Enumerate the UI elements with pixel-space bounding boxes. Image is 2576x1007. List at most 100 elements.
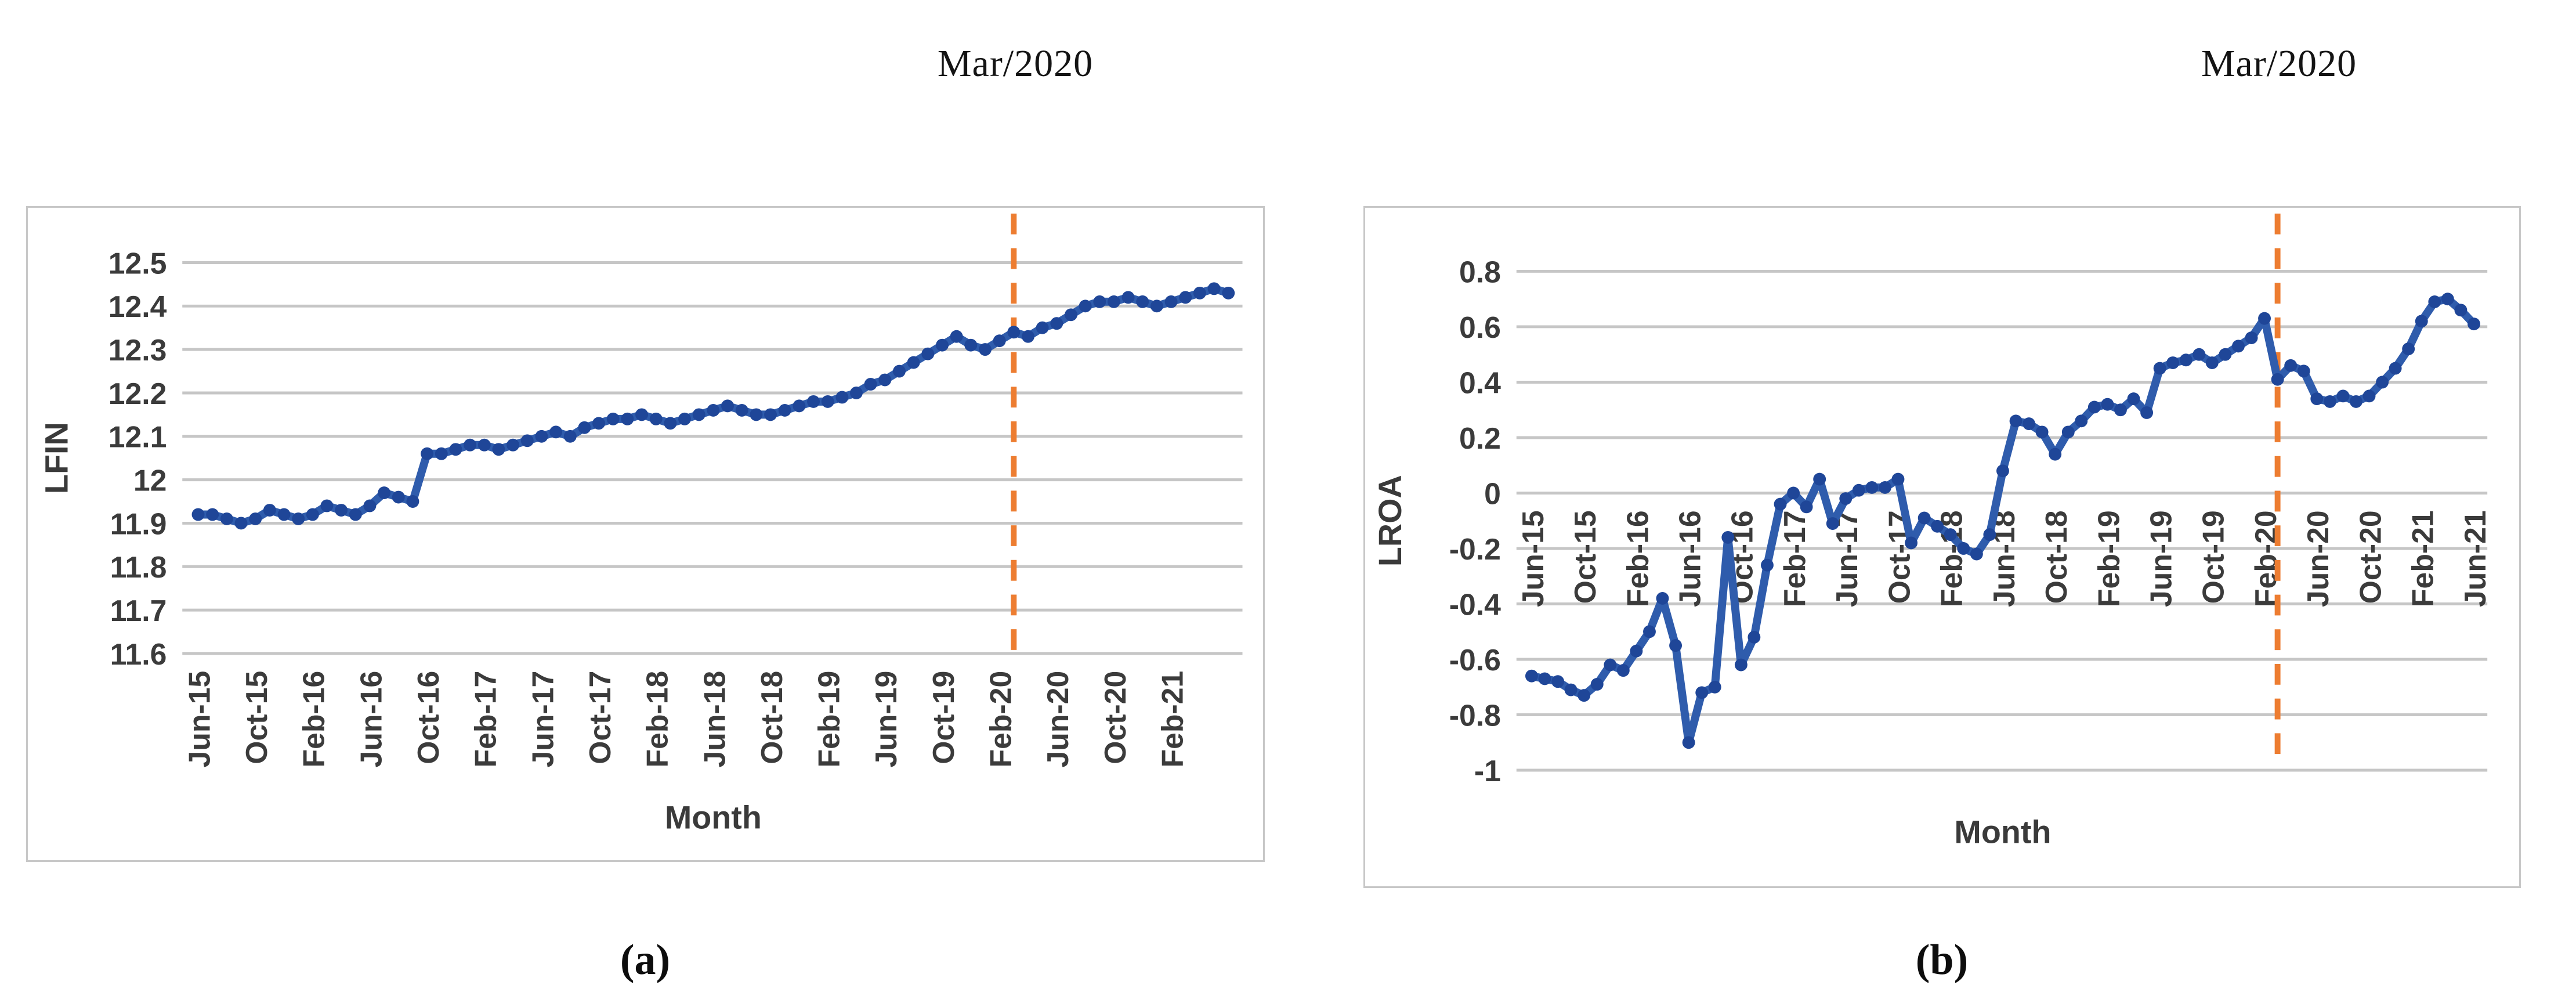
x-tick-label: Jun-16 xyxy=(1673,510,1707,607)
data-point xyxy=(735,403,748,417)
data-point xyxy=(1695,686,1709,699)
data-point xyxy=(1590,678,1604,691)
x-tick-label: Jun-18 xyxy=(697,671,731,768)
y-tick-label: 12.1 xyxy=(108,420,167,454)
x-tick-label: Feb-17 xyxy=(1778,510,1811,607)
x-tick-label: Oct-18 xyxy=(755,671,788,764)
data-point xyxy=(1852,483,1865,497)
x-tick-label: Jun-19 xyxy=(2144,510,2178,607)
data-point xyxy=(477,438,491,452)
x-tick-label: Oct-20 xyxy=(2353,510,2387,604)
x-tick-label: Oct-18 xyxy=(2039,510,2073,604)
x-tick-label: Feb-19 xyxy=(2092,510,2125,607)
x-tick-label: Oct-20 xyxy=(1098,671,1132,764)
chart-b-lroa: 0.8 0.6 0.4 0.2 0 -0.2 -0.4 -0.6 -0.8 -1 Jun-15 Oct… xyxy=(1365,208,2519,886)
data-point xyxy=(2179,353,2193,367)
data-point xyxy=(2205,356,2219,369)
data-point xyxy=(2389,362,2402,375)
x-tick-label: Feb-16 xyxy=(297,671,331,768)
data-point xyxy=(1207,282,1221,295)
data-point xyxy=(893,364,906,378)
data-point xyxy=(578,421,591,434)
caption-a: (a) xyxy=(620,936,671,984)
data-point xyxy=(2114,403,2127,417)
x-tick-label: Feb-19 xyxy=(812,671,846,768)
data-point xyxy=(1179,291,1192,304)
data-point xyxy=(835,391,849,404)
x-tick-label: Jun-16 xyxy=(354,671,388,768)
x-tick-label: Oct-19 xyxy=(927,671,960,764)
y-tick-label: 11.8 xyxy=(110,550,167,584)
data-point xyxy=(292,512,305,525)
data-point xyxy=(950,330,963,343)
data-point xyxy=(2061,425,2075,439)
x-tick-label: Jun-15 xyxy=(1516,510,1550,607)
data-point xyxy=(1970,547,1983,561)
data-point xyxy=(234,517,248,530)
data-point xyxy=(2468,317,2480,331)
x-tick-label: Oct-15 xyxy=(240,671,273,764)
data-point xyxy=(1136,295,1149,308)
data-point xyxy=(1748,630,1761,644)
data-point xyxy=(1525,669,1538,683)
data-point xyxy=(2297,364,2310,378)
y-tick-label: 0.4 xyxy=(1459,366,1501,399)
data-point xyxy=(2023,417,2035,431)
data-point xyxy=(349,508,362,521)
data-point xyxy=(1093,295,1106,308)
data-point xyxy=(378,486,391,500)
data-point xyxy=(1774,497,1787,511)
data-point xyxy=(1813,472,1826,486)
data-point xyxy=(1721,530,1735,544)
y-tick-label: -1 xyxy=(1474,754,1501,788)
x-tick-label: Feb-21 xyxy=(2406,510,2440,607)
x-tick-label: Jun-21 xyxy=(2458,510,2492,607)
data-point xyxy=(1578,689,1591,702)
data-point xyxy=(850,387,863,399)
data-point xyxy=(1826,517,1839,530)
data-point xyxy=(764,408,777,421)
data-point xyxy=(878,373,892,387)
y-axis-title: LROA xyxy=(1372,475,1408,566)
x-tick-label: Oct-17 xyxy=(583,671,617,764)
data-point xyxy=(1839,492,1853,505)
data-point xyxy=(2310,392,2324,406)
y-tick-label: 0.8 xyxy=(1459,255,1501,288)
data-point xyxy=(2049,447,2062,461)
data-point xyxy=(907,356,920,369)
data-point xyxy=(2035,425,2049,439)
data-point xyxy=(2376,376,2389,389)
data-point xyxy=(964,338,978,352)
x-tick-label: Feb-20 xyxy=(2249,510,2282,607)
data-point xyxy=(2258,312,2271,325)
data-point xyxy=(1983,528,1996,542)
data-point xyxy=(778,403,791,417)
data-point xyxy=(635,408,648,421)
data-point xyxy=(535,429,548,443)
data-point xyxy=(449,443,462,456)
x-tick-label: Jun-19 xyxy=(869,671,903,768)
data-point xyxy=(2232,340,2245,353)
data-point xyxy=(1193,286,1206,299)
data-point xyxy=(1957,542,1970,555)
data-point xyxy=(2428,295,2441,308)
data-point xyxy=(320,499,334,512)
data-point xyxy=(1551,675,1565,688)
data-point xyxy=(2101,398,2114,411)
y-tick-label: 11.9 xyxy=(110,507,167,540)
data-point xyxy=(936,338,949,352)
y-tick-label: 11.7 xyxy=(110,594,167,627)
data-point xyxy=(1669,639,1683,652)
data-point xyxy=(793,399,806,413)
data-point xyxy=(1787,486,1800,500)
data-point xyxy=(750,408,763,421)
x-tick-label: Jun-15 xyxy=(182,671,216,768)
y-tick-label: 0.2 xyxy=(1459,421,1501,455)
data-point xyxy=(277,508,291,521)
data-point xyxy=(821,395,834,408)
data-point xyxy=(993,334,1006,348)
data-point xyxy=(1682,736,1695,749)
data-point xyxy=(1564,683,1578,696)
data-point xyxy=(979,343,992,356)
data-point xyxy=(649,412,663,425)
